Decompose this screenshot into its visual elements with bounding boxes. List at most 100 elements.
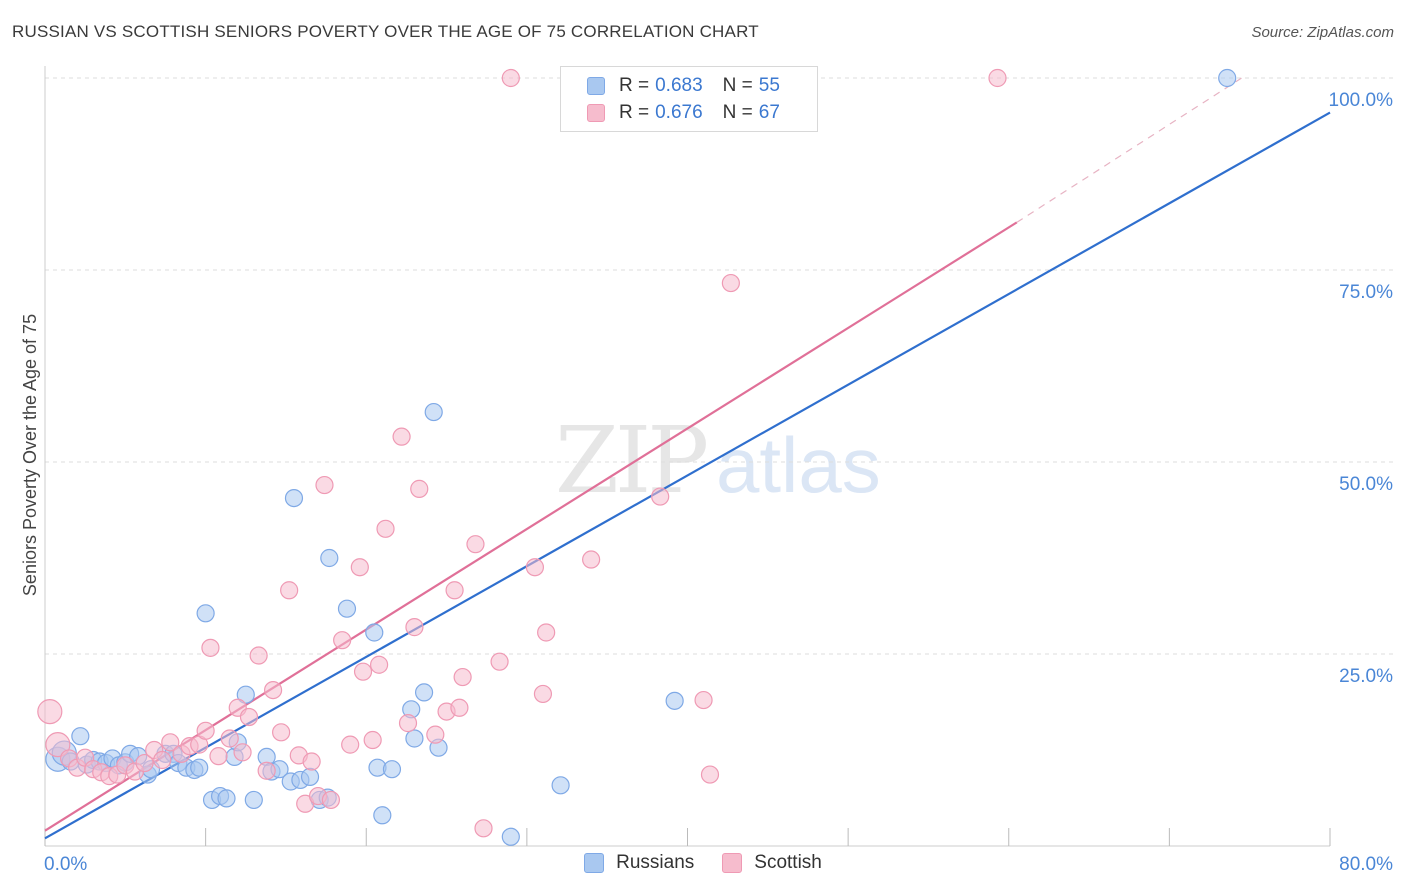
legend-item-scottish[interactable]: Scottish bbox=[722, 852, 822, 874]
scottish-point-49 bbox=[445, 581, 464, 600]
russians-point-45 bbox=[405, 729, 424, 748]
scottish-point-53 bbox=[474, 819, 493, 838]
russians-n-value: 55 bbox=[758, 75, 780, 96]
legend-row-russians: R = 0.683 N = 55 bbox=[587, 73, 800, 99]
scottish-point-19 bbox=[201, 638, 220, 657]
scottish-point-54 bbox=[490, 652, 509, 671]
scottish-point-58 bbox=[537, 623, 556, 642]
scottish-point-44 bbox=[398, 714, 418, 733]
scottish-point-50 bbox=[450, 698, 469, 717]
source-credit: Source: ZipAtlas.com bbox=[1251, 24, 1394, 41]
russians-trend-line bbox=[44, 111, 1331, 840]
russians-point-38 bbox=[320, 548, 339, 568]
watermark-atlas: atlas bbox=[716, 421, 881, 509]
scottish-point-1 bbox=[45, 732, 71, 758]
scottish-point-45 bbox=[405, 618, 424, 637]
russians-r-value: 0.683 bbox=[655, 75, 703, 96]
series-legend: Russians Scottish bbox=[0, 852, 1406, 874]
russians-point-21 bbox=[196, 604, 215, 623]
scottish-point-0 bbox=[37, 698, 63, 725]
scottish-point-18 bbox=[196, 721, 215, 740]
russians-point-3 bbox=[71, 727, 90, 746]
scottish-n-label: N = bbox=[722, 102, 753, 123]
russians-point-52 bbox=[665, 691, 684, 710]
chart-title: RUSSIAN VS SCOTTISH SENIORS POVERTY OVER… bbox=[12, 22, 759, 41]
x-tick-label-80: 80.0% bbox=[1339, 854, 1393, 875]
russians-legend-swatch bbox=[584, 853, 605, 873]
scottish-point-62 bbox=[651, 487, 670, 506]
y-tick-label-25: 25.0% bbox=[1339, 666, 1393, 687]
legend-row-scottish: R = 0.676 N = 67 bbox=[587, 100, 800, 126]
scottish-point-14 bbox=[161, 733, 180, 752]
scottish-point-65 bbox=[721, 273, 740, 293]
y-tick-label-100: 100.0% bbox=[1329, 90, 1394, 111]
correlation-legend: R = 0.683 N = 55 R = 0.676 N = 67 bbox=[560, 66, 818, 132]
scottish-point-26 bbox=[257, 761, 276, 780]
scottish-point-21 bbox=[220, 729, 239, 748]
russians-point-42 bbox=[373, 806, 392, 825]
scottish-point-42 bbox=[376, 519, 395, 538]
scottish-point-29 bbox=[280, 581, 299, 600]
scottish-point-46 bbox=[410, 479, 429, 498]
scottish-point-36 bbox=[333, 631, 352, 650]
russians-point-33 bbox=[284, 488, 304, 508]
scottish-point-32 bbox=[302, 752, 321, 771]
russians-swatch bbox=[587, 77, 605, 95]
scottish-point-66 bbox=[988, 68, 1007, 88]
tick-labels: 25.0% 50.0% 75.0% 100.0% 0.0% 80.0% bbox=[44, 90, 1393, 875]
scottish-point-11 bbox=[135, 753, 154, 773]
y-tick-label-50: 50.0% bbox=[1339, 474, 1393, 495]
scottish-point-37 bbox=[341, 735, 360, 754]
scottish-point-51 bbox=[453, 667, 472, 687]
scottish-point-39 bbox=[353, 662, 373, 681]
scottish-legend-label: Scottish bbox=[754, 852, 822, 873]
scottish-point-47 bbox=[426, 725, 445, 744]
scottish-swatch bbox=[587, 104, 605, 122]
russians-point-54 bbox=[1218, 68, 1237, 88]
scottish-n-value: 67 bbox=[758, 102, 780, 123]
scottish-point-57 bbox=[533, 684, 553, 704]
russians-point-50 bbox=[551, 776, 570, 795]
russians-legend-label: Russians bbox=[616, 852, 695, 873]
scottish-point-43 bbox=[392, 427, 411, 446]
russians-point-27 bbox=[236, 685, 255, 704]
legend-item-russians[interactable]: Russians bbox=[584, 852, 694, 874]
russians-point-24 bbox=[217, 789, 236, 808]
scottish-point-13 bbox=[153, 750, 172, 770]
scottish-point-24 bbox=[239, 707, 259, 727]
scottish-point-52 bbox=[466, 535, 485, 554]
russians-point-39 bbox=[337, 599, 357, 618]
scottish-point-20 bbox=[209, 747, 228, 766]
scottish-point-35 bbox=[321, 790, 341, 810]
scottish-r-value: 0.676 bbox=[655, 102, 703, 123]
scottish-point-41 bbox=[370, 655, 389, 674]
scottish-point-28 bbox=[272, 723, 291, 742]
russians-n-label: N = bbox=[722, 75, 753, 96]
scottish-point-34 bbox=[315, 475, 334, 495]
scottish-point-40 bbox=[363, 730, 382, 750]
scottish-trend-extension bbox=[1016, 77, 1242, 223]
russians-point-48 bbox=[424, 402, 443, 422]
scottish-point-27 bbox=[263, 680, 283, 700]
russians-point-40 bbox=[365, 623, 384, 642]
y-tick-label-75: 75.0% bbox=[1339, 282, 1393, 303]
scottish-point-23 bbox=[233, 743, 252, 762]
x-tick-label-0: 0.0% bbox=[44, 854, 87, 875]
scottish-legend-swatch bbox=[722, 853, 743, 873]
russians-point-35 bbox=[300, 767, 320, 786]
russians-point-46 bbox=[414, 683, 434, 702]
russians-point-20 bbox=[190, 758, 209, 777]
scottish-point-63 bbox=[694, 690, 713, 710]
scottish-point-56 bbox=[525, 558, 545, 577]
russians-point-49 bbox=[501, 827, 520, 846]
scottish-point-64 bbox=[700, 765, 720, 784]
scottish-point-55 bbox=[501, 68, 520, 88]
russians-r-label: R = bbox=[619, 75, 650, 96]
watermark: ZIP atlas bbox=[555, 407, 881, 514]
scottish-r-label: R = bbox=[619, 102, 650, 123]
scottish-point-60 bbox=[582, 550, 601, 569]
russians-point-28 bbox=[244, 790, 263, 810]
scottish-point-38 bbox=[350, 558, 369, 577]
y-axis-label: Seniors Poverty Over the Age of 75 bbox=[20, 314, 40, 596]
